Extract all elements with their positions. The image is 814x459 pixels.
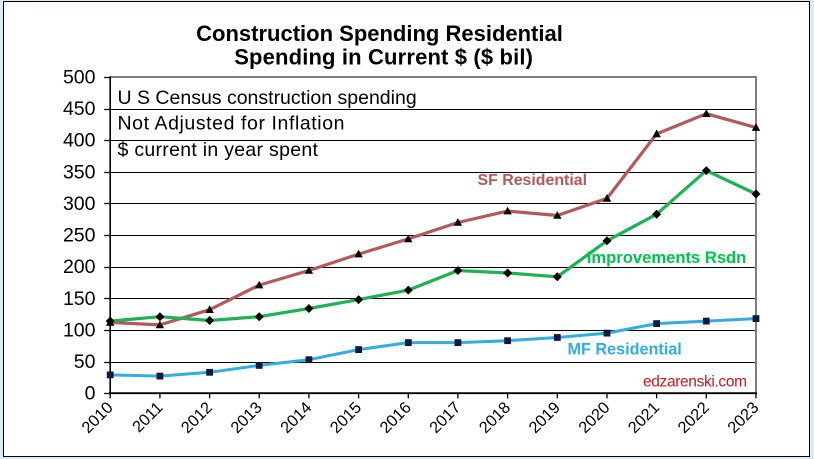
- svg-text:150: 150: [63, 288, 96, 310]
- svg-text:Improvements Rsdn: Improvements Rsdn: [587, 248, 747, 267]
- svg-text:0: 0: [85, 383, 96, 405]
- svg-text:$ current in year spent: $ current in year spent: [118, 139, 319, 161]
- svg-text:SF Residential: SF Residential: [478, 172, 588, 189]
- svg-text:50: 50: [74, 351, 96, 373]
- svg-text:500: 500: [63, 67, 96, 89]
- svg-text:200: 200: [63, 256, 96, 278]
- svg-text:100: 100: [63, 320, 96, 342]
- svg-text:400: 400: [63, 130, 96, 152]
- svg-text:Construction Spending Resident: Construction Spending Residential: [196, 21, 563, 46]
- svg-text:Not Adjusted for Inflation: Not Adjusted for Inflation: [118, 112, 346, 134]
- svg-text:300: 300: [63, 193, 96, 215]
- svg-text:MF Residential: MF Residential: [568, 341, 682, 359]
- svg-text:edzarenski.com: edzarenski.com: [643, 373, 747, 390]
- svg-text:350: 350: [63, 161, 96, 183]
- svg-text:Spending in Current $ ($ bil): Spending in Current $ ($ bil): [234, 45, 533, 70]
- svg-text:450: 450: [63, 98, 96, 120]
- svg-text:U S Census construction spendi: U S Census construction spending: [118, 87, 417, 109]
- svg-text:250: 250: [63, 225, 96, 247]
